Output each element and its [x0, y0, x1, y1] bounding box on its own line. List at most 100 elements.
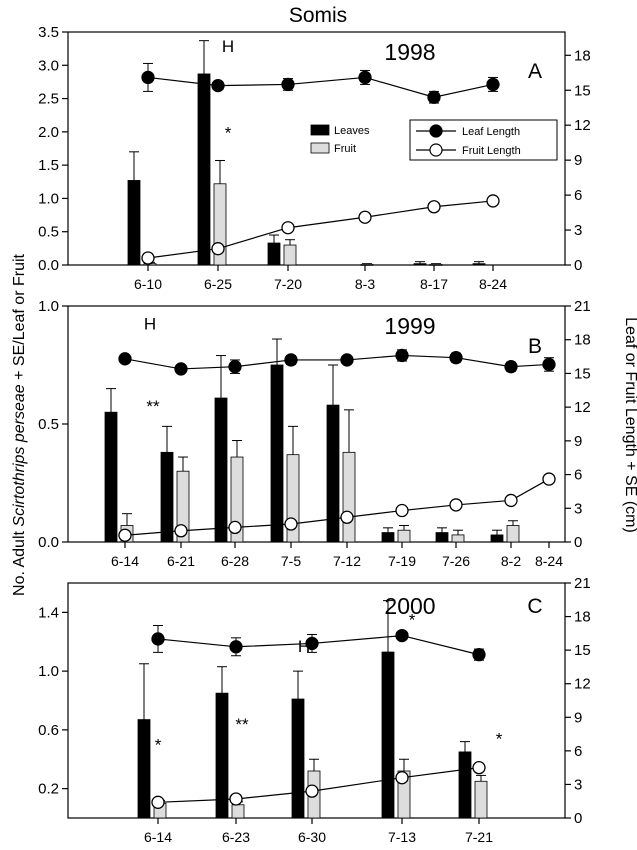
- leaf-length-point: [141, 70, 155, 85]
- category-label: 7-12: [333, 553, 361, 569]
- fruit-length-point: [395, 771, 409, 785]
- category-label: 7-20: [274, 276, 302, 292]
- category-label: 6-25: [204, 276, 232, 292]
- leaf-length-point: [211, 78, 225, 93]
- legend-fruit-swatch: [310, 142, 330, 154]
- panel-letter: B: [528, 335, 542, 358]
- fruit-length-point: [395, 503, 409, 518]
- leaf-length-point: [486, 77, 500, 92]
- fruit-length-point: [228, 520, 242, 535]
- leaf-length-line: [147, 76, 494, 98]
- annotation: *: [496, 730, 503, 749]
- leaf-length-point: [449, 351, 463, 365]
- fruit-length-point: [151, 795, 165, 809]
- leaf-length-point: [118, 352, 132, 366]
- left-tick-label: 0.2: [38, 781, 59, 798]
- right-tick-label: 9: [574, 152, 582, 169]
- leaves-bar: [472, 263, 486, 266]
- leaf-length-point: [151, 632, 165, 646]
- leaves-bar: [381, 651, 395, 819]
- leaf-length-point: [358, 70, 372, 85]
- right-tick-label: 12: [574, 676, 591, 693]
- right-tick-label: 6: [574, 187, 582, 204]
- right-tick-label: 0: [574, 257, 582, 274]
- right-tick-label: 0: [574, 534, 582, 551]
- legend-leaves-swatch: [310, 124, 330, 136]
- fruit-length-point: [427, 200, 441, 214]
- leaf-length-point: [174, 362, 188, 376]
- right-tick-label: 21: [574, 575, 591, 592]
- category-label: 8-3: [355, 276, 375, 292]
- fruit-length-point: [229, 792, 243, 806]
- fruit-bar: [451, 534, 465, 543]
- left-tick-label: 1.0: [38, 663, 59, 680]
- legend-fruit-length-label: Fruit Length: [462, 145, 521, 157]
- right-tick-label: 3: [574, 222, 582, 239]
- fruit-length-point: [284, 517, 298, 531]
- fruit-length-point: [472, 760, 486, 775]
- right-tick-label: 21: [574, 298, 591, 315]
- leaves-bar: [490, 534, 504, 543]
- right-tick-label: 18: [574, 47, 591, 64]
- right-tick-label: 9: [574, 709, 582, 726]
- fruit-length-line: [147, 200, 494, 259]
- right-tick-label: 9: [574, 433, 582, 450]
- fruit-bar: [429, 263, 443, 266]
- right-tick-label: 15: [574, 365, 591, 382]
- annotation: *: [409, 611, 416, 630]
- fruit-bar: [231, 804, 245, 819]
- category-label: 6-30: [298, 829, 326, 845]
- leaves-bar: [214, 397, 228, 543]
- category-label: 8-2: [501, 553, 521, 569]
- leaf-length-point: [504, 360, 518, 374]
- fruit-bar: [506, 525, 520, 543]
- legend-leaves-label: Leaves: [334, 125, 370, 137]
- left-axis-label-part: Scirtothrips perseae: [11, 384, 28, 526]
- category-label: 7-26: [442, 553, 470, 569]
- fruit-length-point: [340, 510, 354, 524]
- left-tick-label: 1.0: [38, 190, 59, 207]
- annotation: *: [155, 735, 162, 754]
- right-tick-label: 12: [574, 399, 591, 416]
- leaf-length-point: [395, 348, 409, 363]
- annotation: **: [146, 397, 160, 416]
- fruit-bar: [360, 263, 374, 266]
- category-label: 6-23: [222, 829, 250, 845]
- leaves-bar: [267, 242, 281, 266]
- leaves-bar: [435, 532, 449, 543]
- category-label: 6-14: [144, 829, 172, 845]
- leaf-length-point: [229, 640, 243, 654]
- annotation: *: [225, 124, 232, 143]
- leaves-bar: [458, 751, 472, 819]
- right-tick-label: 12: [574, 117, 591, 134]
- legend-fruit-label: Fruit: [334, 143, 356, 155]
- panel-b: 0.0 0.5 1.0 0 3 6 9 12 15 18 21 6-14 6-21 6-28 7-5 7-12…: [38, 298, 591, 569]
- fruit-bar: [397, 529, 411, 543]
- leaves-bar: [137, 719, 151, 819]
- leaves-bar: [381, 532, 395, 543]
- leaves-bar: [270, 364, 284, 543]
- plot-frame: [67, 31, 566, 266]
- right-tick-label: 0: [574, 810, 582, 827]
- fruit-length-point: [486, 194, 500, 208]
- left-tick-label: 0.6: [38, 722, 59, 739]
- right-tick-label: 15: [574, 82, 591, 99]
- legend-fruit-length-marker: [429, 143, 443, 157]
- leaf-length-line: [157, 634, 480, 656]
- leaf-length-point: [281, 77, 295, 92]
- annotation: **: [235, 715, 249, 734]
- leaves-bar: [197, 73, 211, 266]
- category-label: 7-21: [465, 829, 493, 845]
- left-tick-label: 0.5: [38, 224, 59, 241]
- panel-year: 1999: [384, 313, 435, 339]
- plot-frame: [67, 305, 566, 543]
- panel-a: 0.0 0.5 1.0 1.5 2.0 2.5 3.0 3.5 0 3 6 9 12 15 18 6-10 6-…: [38, 24, 591, 292]
- panel-c: 0.2 0.6 1.0 1.4 0 3 6 9 12 15 18 21 6-14 6-23 6-30 7-13…: [38, 575, 591, 845]
- right-tick-label: 18: [574, 609, 591, 626]
- category-label: 7-13: [388, 829, 416, 845]
- leaf-length-point: [340, 353, 354, 367]
- panel-year: 2000: [384, 593, 435, 619]
- left-tick-label: 2.5: [38, 91, 59, 108]
- category-label: 7-5: [281, 553, 301, 569]
